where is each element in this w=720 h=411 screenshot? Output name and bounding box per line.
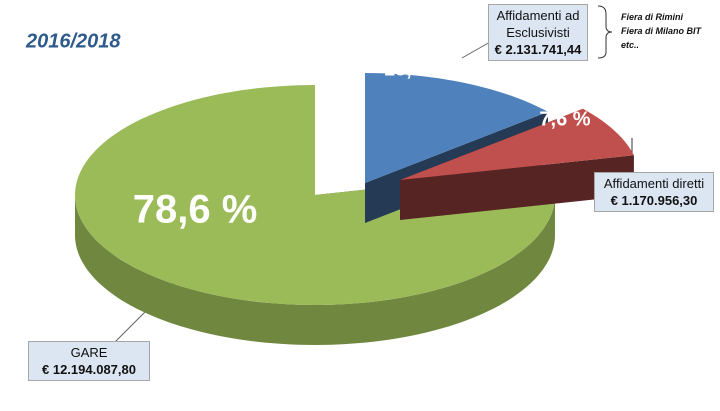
slice (365, 73, 548, 183)
annotation: etc.. (621, 40, 640, 50)
slice-name: GARE (70, 345, 108, 360)
slice (75, 85, 555, 305)
value-label: 78,6 % (133, 188, 258, 232)
slice-amount: € 2.131.741,44 (494, 42, 582, 57)
value-label: 13,8 % (384, 58, 446, 80)
annotation: Fiera di Rimini (621, 12, 684, 22)
callout: GARE € 12.194.087,80 (28, 341, 150, 381)
slice-name: Affidamenti diretti (603, 176, 705, 191)
slice-amount: € 1.170.956,30 (610, 193, 698, 208)
slice-amount: € 12.194.087,80 (42, 362, 136, 377)
slice-side (75, 195, 555, 345)
leader-line (461, 41, 491, 59)
slice-name: Affidamenti ad Esclusivisti (496, 8, 580, 40)
callout: Affidamenti ad Esclusivisti € 2.131.741,4… (488, 4, 588, 61)
slice (400, 108, 634, 180)
chart-title: 2016/2018 (25, 30, 121, 52)
value-label: 7,6 % (539, 108, 590, 130)
slice-face (400, 155, 634, 220)
annotation: Fiera di Milano BIT (621, 26, 702, 36)
bracket (597, 5, 613, 59)
callout: Affidamenti diretti € 1.170.956,30 (594, 172, 714, 212)
